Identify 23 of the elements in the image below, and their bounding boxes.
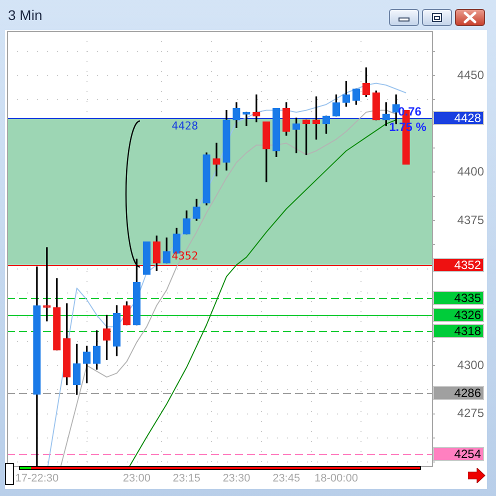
x-tick-label: 23:30 xyxy=(222,472,250,485)
x-tick-label: 23:00 xyxy=(122,472,150,485)
y-tick-label: 4300 xyxy=(457,358,484,372)
y-tick-label: 4375 xyxy=(457,212,484,227)
x-tick-label: 23:15 xyxy=(172,472,200,485)
candlestick xyxy=(212,142,220,176)
x-tick-label: 18-00:00 xyxy=(314,472,358,485)
ref-line-label: 4286 xyxy=(454,386,482,400)
y-tick-label: 4275 xyxy=(457,406,484,420)
ref-line-label: 4254 xyxy=(454,446,482,461)
x-tick-label: 23:45 xyxy=(272,472,300,485)
ref-line-label: 4352 xyxy=(454,258,482,272)
ref-line-label: 4318 xyxy=(454,324,482,338)
x-tick-label: 17-22:30 xyxy=(15,472,59,485)
ref-line-label: 4335 xyxy=(454,290,482,305)
ref-line-label: 4428 xyxy=(454,110,482,125)
y-tick-label: 4450 xyxy=(457,68,484,82)
chart-title: 3 Min xyxy=(8,7,42,23)
annotation: 4428 xyxy=(172,119,198,132)
annotation: 4352 xyxy=(172,249,198,262)
y-tick-label: 4400 xyxy=(457,164,484,178)
candlestick xyxy=(142,241,150,275)
ref-line-label: 4326 xyxy=(454,308,482,322)
